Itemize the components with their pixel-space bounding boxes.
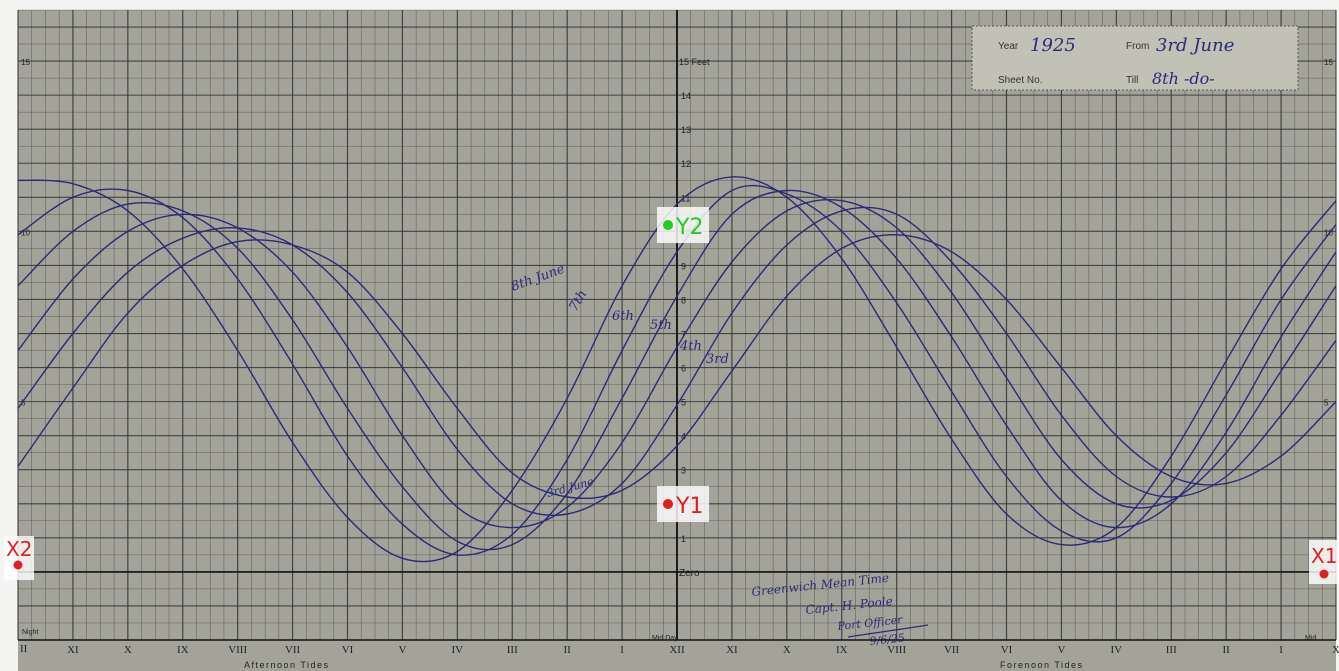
- tide-curve-6th: [17, 189, 1337, 551]
- afternoon-tides-label: Afternoon Tides: [244, 660, 330, 670]
- tide-curve-4th: [17, 206, 1337, 517]
- x-tick-label: XI: [67, 644, 79, 656]
- marker-x1-dot: [1319, 569, 1329, 579]
- year-value: 1925: [1030, 35, 1076, 56]
- y-tick-label: 1: [681, 534, 686, 544]
- edge-tick-right: 10: [1324, 228, 1333, 237]
- x-tick-label: VI: [1001, 644, 1013, 656]
- y-tick-label: 9: [681, 261, 686, 271]
- x-tick-label: X: [1332, 644, 1339, 656]
- zero-label: Zero: [679, 568, 700, 579]
- annotation-6th: 6th: [612, 309, 634, 324]
- y-tick-label: 12: [681, 159, 691, 169]
- x-tick-label: IX: [177, 644, 189, 656]
- x-tick-label: IV: [1111, 644, 1123, 656]
- annotation-3rd: 3rd: [706, 352, 729, 367]
- marker-y2: Y2: [657, 207, 709, 243]
- marker-y1-dot: [663, 499, 673, 509]
- y-tick-label: 5: [681, 398, 686, 408]
- year-label: Year: [998, 41, 1019, 52]
- x-axis-ticks: XI X IX VIII VII VI V IV III II I XII XI X IX VIII VII VI…: [18, 639, 1339, 656]
- y-tick-label: 14: [681, 91, 691, 101]
- x-tick-label: II: [564, 644, 572, 656]
- marker-y2-dot: [663, 220, 673, 230]
- x-tick-label: VII: [944, 644, 960, 656]
- x-tick-label: VI: [342, 644, 354, 656]
- y-tick-label: 7: [681, 330, 686, 340]
- tide-curve-5th: [17, 198, 1337, 529]
- marker-y2-label: Y2: [675, 215, 703, 240]
- edge-ticks: 5 5 10 10 15 15: [21, 58, 1333, 408]
- annotation-4th: 4th: [679, 339, 702, 354]
- night-label: Night: [22, 629, 38, 636]
- header-box-frame: [971, 25, 1299, 91]
- signature-underline: [847, 624, 929, 638]
- marker-x2: X2: [4, 536, 34, 580]
- y-tick-label: 13: [681, 125, 691, 135]
- annotation-5th: 5th: [650, 318, 672, 333]
- y-tick-label: 8: [681, 295, 686, 305]
- x-tick-label: X: [783, 644, 791, 656]
- y-unit-label: 15 Feet: [679, 57, 710, 67]
- y-tick-label: 11: [681, 193, 690, 203]
- x-tick-label: I: [1279, 644, 1283, 656]
- x-tick-label: VIII: [228, 644, 247, 656]
- marker-x1-label: X1: [1311, 544, 1337, 568]
- x-tick-label: IV: [452, 644, 464, 656]
- x-tick-label: I: [620, 644, 624, 656]
- edge-tick-left: 5: [21, 399, 26, 408]
- y-tick-label: 6: [681, 364, 686, 374]
- marker-x2-label: X2: [6, 537, 32, 561]
- marker-x1: X1: [1309, 540, 1339, 584]
- x-tick-label: VIII: [887, 644, 906, 656]
- x-tick-label: III: [507, 644, 518, 656]
- tide-curve-7th: [17, 184, 1337, 556]
- edge-tick-right: 15: [1324, 58, 1333, 67]
- forenoon-tides-label: Forenoon Tides: [1000, 660, 1084, 670]
- from-label: From: [1126, 41, 1149, 52]
- marker-x2-dot: [13, 560, 23, 570]
- edge-tick-left: 15: [21, 58, 30, 67]
- x-tick-label: IX: [836, 644, 848, 656]
- x-tick-label: XI: [726, 644, 738, 656]
- marker-x2-box: [4, 536, 34, 580]
- header-box: Year 1925 From 3rd June Sheet No. Till 8…: [971, 25, 1299, 91]
- x-tick-label: X: [124, 644, 132, 656]
- till-value: 8th -do-: [1152, 69, 1215, 88]
- tide-curve-8th-june: [17, 176, 1337, 563]
- edge-left-label: II: [20, 643, 28, 655]
- y-tick-label: 3: [681, 466, 686, 476]
- x-tick-label: XII: [669, 644, 685, 656]
- tide-curve-3rd: [17, 234, 1337, 500]
- x-tick-label: V: [398, 644, 406, 656]
- x-tick-label: III: [1166, 644, 1177, 656]
- sheet-label: Sheet No.: [998, 75, 1042, 86]
- marker-y1: Y1: [657, 486, 709, 522]
- edge-tick-right: 5: [1324, 399, 1329, 408]
- midday-label: Mid Day: [652, 635, 678, 642]
- x-tick-label: II: [1223, 644, 1231, 656]
- mid-label: Mid: [1305, 635, 1316, 642]
- marker-y1-label: Y1: [675, 494, 703, 519]
- edge-tick-left: 10: [21, 228, 30, 237]
- x-tick-label: V: [1057, 644, 1065, 656]
- tide-curves: [17, 176, 1337, 563]
- y-tick-label: 4: [681, 432, 686, 442]
- x-tick-label: VII: [285, 644, 301, 656]
- till-label: Till: [1126, 75, 1138, 86]
- from-value: 3rd June: [1156, 35, 1234, 56]
